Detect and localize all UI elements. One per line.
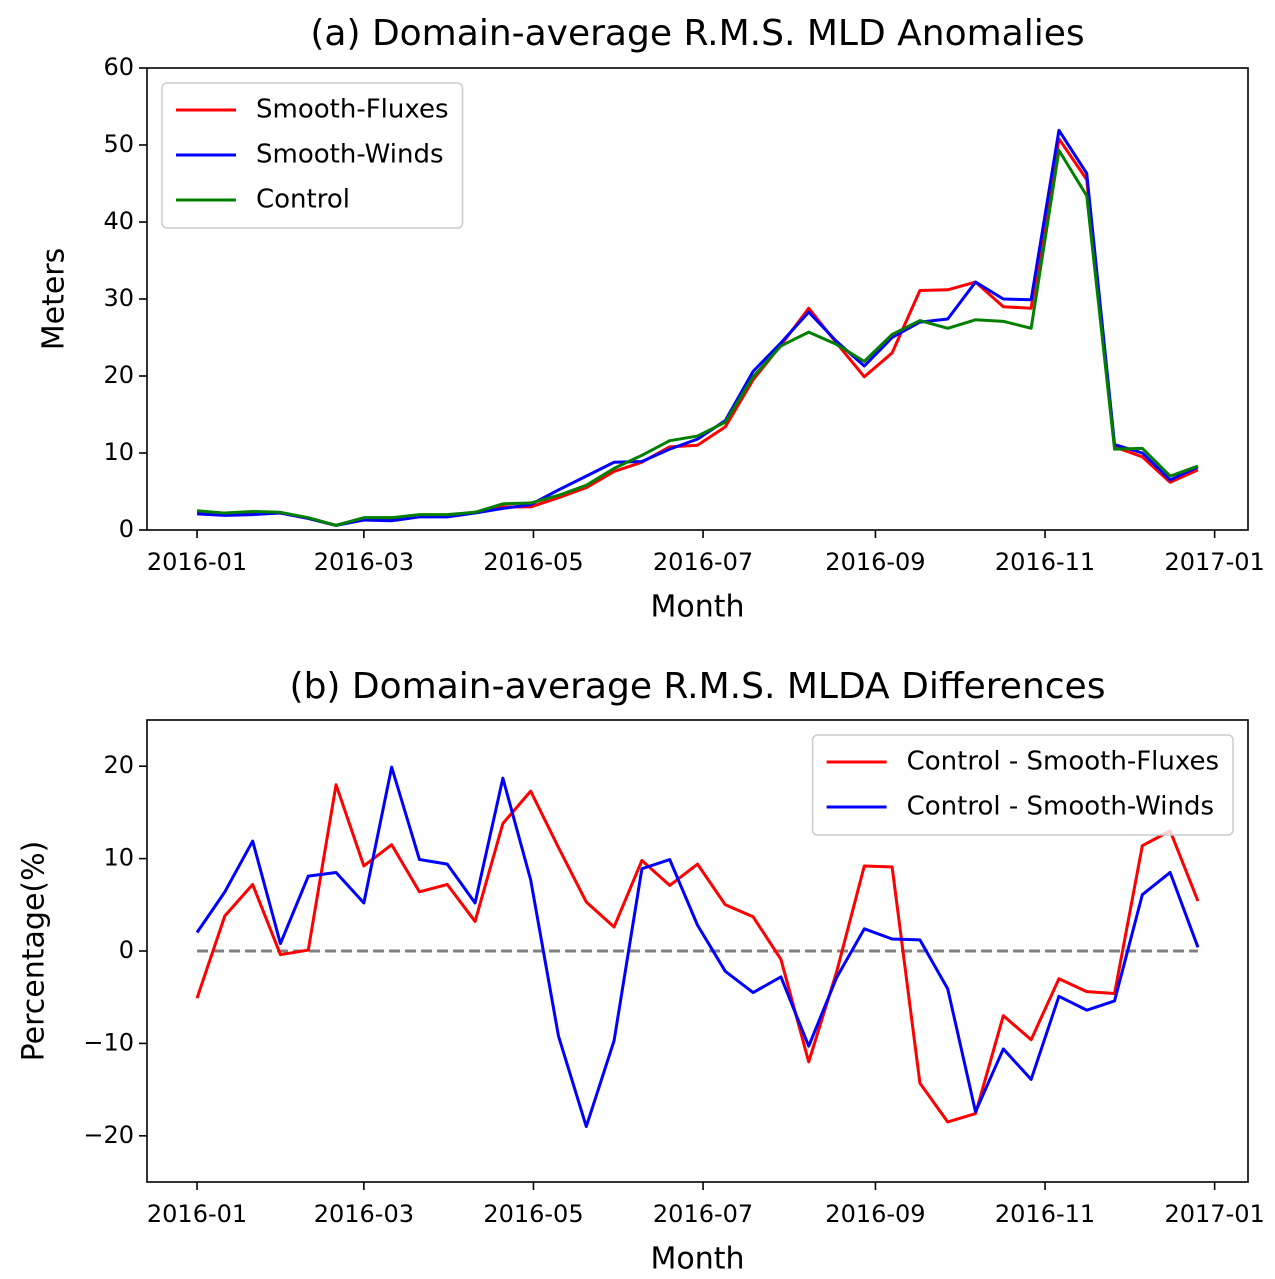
x-axis-label: Month [650, 1242, 744, 1277]
x-tick-label: 2016-01 [147, 548, 247, 576]
legend-frame [811, 734, 1234, 836]
x-tick-label: 2016-03 [314, 548, 414, 576]
x-tick-label: 2016-07 [653, 1200, 753, 1228]
x-axis-label: Month [650, 590, 744, 625]
y-axis-label: Meters [37, 248, 72, 351]
y-tick-label: 20 [103, 361, 134, 389]
x-tick-label: 2016-01 [147, 1200, 247, 1228]
series-line [195, 783, 1200, 1124]
y-tick-label: 10 [103, 438, 134, 466]
chart-title: (a) Domain-average R.M.S. MLD Anomalies [310, 13, 1084, 54]
plot-frame [146, 67, 1249, 531]
x-tick-label: 2016-11 [995, 548, 1095, 576]
legend-frame [161, 82, 464, 229]
chart: (b) Domain-average R.M.S. MLDA Differenc… [17, 666, 1265, 1277]
legend-label: Smooth-Winds [256, 140, 444, 170]
chart-title: (b) Domain-average R.M.S. MLDA Differenc… [290, 666, 1106, 707]
y-axis-label: Percentage(%) [17, 841, 52, 1062]
x-tick-label: 2016-07 [653, 548, 753, 576]
x-tick-label: 2016-09 [825, 1200, 925, 1228]
plot-frame [146, 719, 1249, 1183]
series-line [196, 148, 1199, 527]
x-tick-label: 2016-03 [314, 1200, 414, 1228]
legend: Smooth-Fluxes Smooth-Winds Control [161, 82, 464, 229]
y-tick-label: 0 [119, 515, 134, 543]
legend: Control - Smooth-Fluxes Control - Smooth-… [811, 734, 1234, 836]
x-tick-label: 2017-01 [1164, 1200, 1264, 1228]
x-tick-label: 2016-05 [483, 548, 583, 576]
legend-label: Control [256, 185, 350, 215]
x-tick-label: 2016-09 [825, 548, 925, 576]
y-tick-label: −10 [83, 1028, 134, 1056]
legend-label: Control - Smooth-Winds [907, 792, 1214, 822]
y-tick-label: 50 [103, 130, 134, 158]
chart: (a) Domain-average R.M.S. MLD Anomalies 2… [37, 13, 1265, 625]
y-tick-label: 30 [103, 284, 134, 312]
legend-label: Smooth-Fluxes [256, 95, 449, 125]
y-tick-label: −20 [83, 1121, 134, 1149]
y-tick-label: 60 [103, 53, 134, 81]
legend-label: Control - Smooth-Fluxes [907, 747, 1219, 777]
x-tick-label: 2016-11 [995, 1200, 1095, 1228]
y-tick-label: 0 [119, 936, 134, 964]
x-tick-label: 2016-05 [483, 1200, 583, 1228]
y-tick-label: 20 [103, 751, 134, 779]
y-tick-label: 40 [103, 207, 134, 235]
series-line [196, 128, 1199, 527]
x-tick-label: 2017-01 [1164, 548, 1264, 576]
series-line [195, 765, 1200, 1129]
y-tick-label: 10 [103, 844, 134, 872]
